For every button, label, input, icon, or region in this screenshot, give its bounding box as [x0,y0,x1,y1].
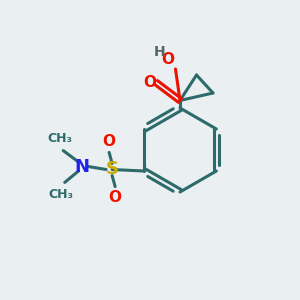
Text: H: H [154,45,166,58]
Text: CH₃: CH₃ [47,132,72,145]
Text: O: O [109,190,122,205]
Text: S: S [106,160,118,178]
Text: O: O [161,52,175,68]
Text: O: O [103,134,116,149]
Text: O: O [143,75,157,90]
Text: N: N [75,158,90,175]
Text: CH₃: CH₃ [49,188,74,201]
